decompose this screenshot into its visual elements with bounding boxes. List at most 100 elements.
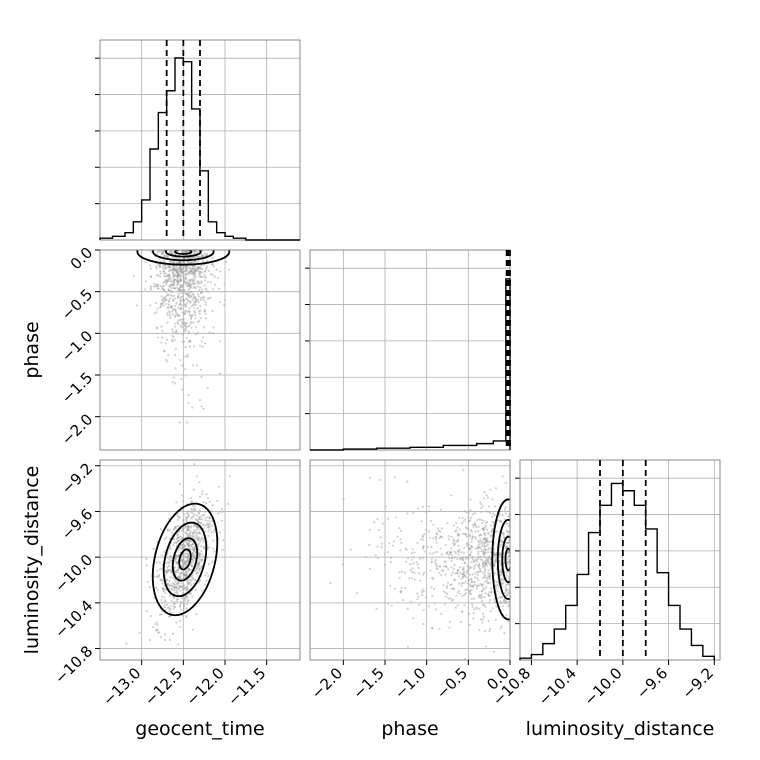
scatter-point xyxy=(493,597,496,600)
scatter-point xyxy=(403,571,406,574)
scatter-point xyxy=(173,537,176,541)
scatter-point xyxy=(180,283,183,287)
scatter-point xyxy=(483,537,486,540)
scatter-point xyxy=(155,283,158,286)
scatter-point xyxy=(202,514,205,517)
scatter-point xyxy=(194,276,197,279)
scatter-point xyxy=(171,295,174,298)
scatter-point xyxy=(212,326,215,329)
scatter-point xyxy=(179,299,182,302)
scatter-point xyxy=(173,588,176,592)
scatter-point xyxy=(473,581,476,584)
scatter-point xyxy=(483,546,486,549)
scatter-point xyxy=(197,511,201,514)
scatter-point xyxy=(193,578,196,582)
scatter-point xyxy=(196,563,199,566)
scatter-point xyxy=(198,554,201,558)
scatter-point xyxy=(507,605,510,608)
scatter-point xyxy=(175,569,178,572)
scatter-point xyxy=(482,529,485,532)
scatter-point xyxy=(487,557,490,560)
scatter-point xyxy=(480,589,483,593)
scatter-point xyxy=(206,497,210,500)
scatter-point xyxy=(190,283,194,286)
scatter-point xyxy=(181,494,184,497)
scatter-point xyxy=(500,625,503,628)
scatter-point xyxy=(486,564,489,567)
scatter-point xyxy=(444,573,447,576)
scatter-point xyxy=(171,334,174,337)
scatter-point xyxy=(504,583,507,586)
scatter-point xyxy=(197,261,200,264)
scatter-point xyxy=(192,267,196,270)
scatter-point xyxy=(465,588,468,591)
scatter-point xyxy=(169,546,172,549)
scatter-point xyxy=(480,583,483,587)
scatter-point xyxy=(187,526,190,529)
scatter-point xyxy=(198,552,201,555)
scatter-point xyxy=(484,552,487,555)
scatter-point xyxy=(176,561,179,564)
scatter-point xyxy=(507,561,510,564)
scatter-point xyxy=(186,573,189,576)
scatter-point xyxy=(473,583,476,586)
scatter-point xyxy=(178,535,181,538)
scatter-point xyxy=(200,550,203,553)
scatter-point xyxy=(465,535,468,538)
scatter-point xyxy=(473,567,476,570)
scatter-point xyxy=(200,565,203,568)
scatter-point xyxy=(195,568,198,572)
scatter-point xyxy=(477,547,480,550)
scatter-point xyxy=(179,276,182,280)
scatter-point xyxy=(164,600,167,603)
scatter-point xyxy=(167,569,170,572)
scatter-point xyxy=(193,509,197,512)
scatter-point xyxy=(177,288,180,291)
scatter-point xyxy=(160,302,163,305)
scatter-point xyxy=(464,592,467,595)
scatter-point xyxy=(200,521,203,525)
scatter-point xyxy=(185,293,189,296)
scatter-point xyxy=(161,287,165,290)
scatter-point xyxy=(158,631,161,634)
scatter-point xyxy=(189,340,192,343)
scatter-point xyxy=(187,292,190,295)
scatter-point xyxy=(162,259,165,262)
scatter-point xyxy=(155,311,158,314)
scatter-point xyxy=(471,546,474,549)
scatter-point xyxy=(484,538,488,542)
scatter-point xyxy=(200,553,203,556)
scatter-point xyxy=(479,569,482,572)
scatter-point xyxy=(221,548,224,552)
scatter-point xyxy=(156,628,159,631)
scatter-point xyxy=(185,559,188,562)
scatter-point xyxy=(171,268,174,271)
scatter-point xyxy=(176,279,179,283)
scatter-point xyxy=(192,532,195,535)
scatter-point xyxy=(194,317,197,320)
scatter-point xyxy=(180,268,183,272)
scatter-point xyxy=(188,272,191,275)
scatter-point xyxy=(204,516,207,519)
scatter-point xyxy=(439,530,442,533)
scatter-point xyxy=(445,551,448,554)
scatter-point xyxy=(172,335,175,338)
scatter-point xyxy=(184,575,187,579)
scatter-point xyxy=(187,543,190,546)
scatter-point xyxy=(475,560,478,563)
scatter-point xyxy=(174,367,177,370)
scatter-point xyxy=(474,521,477,524)
scatter-point xyxy=(179,589,182,592)
scatter-point xyxy=(458,566,462,569)
scatter-point xyxy=(481,563,485,566)
scatter-point xyxy=(165,281,168,284)
scatter-point xyxy=(482,618,485,621)
scatter-point xyxy=(479,501,482,504)
scatter-point xyxy=(181,529,184,533)
scatter-point xyxy=(176,582,179,586)
scatter-point xyxy=(173,542,176,545)
scatter-point xyxy=(169,605,172,608)
scatter-point xyxy=(487,619,490,623)
scatter-point xyxy=(176,313,179,316)
scatter-point xyxy=(192,550,196,553)
